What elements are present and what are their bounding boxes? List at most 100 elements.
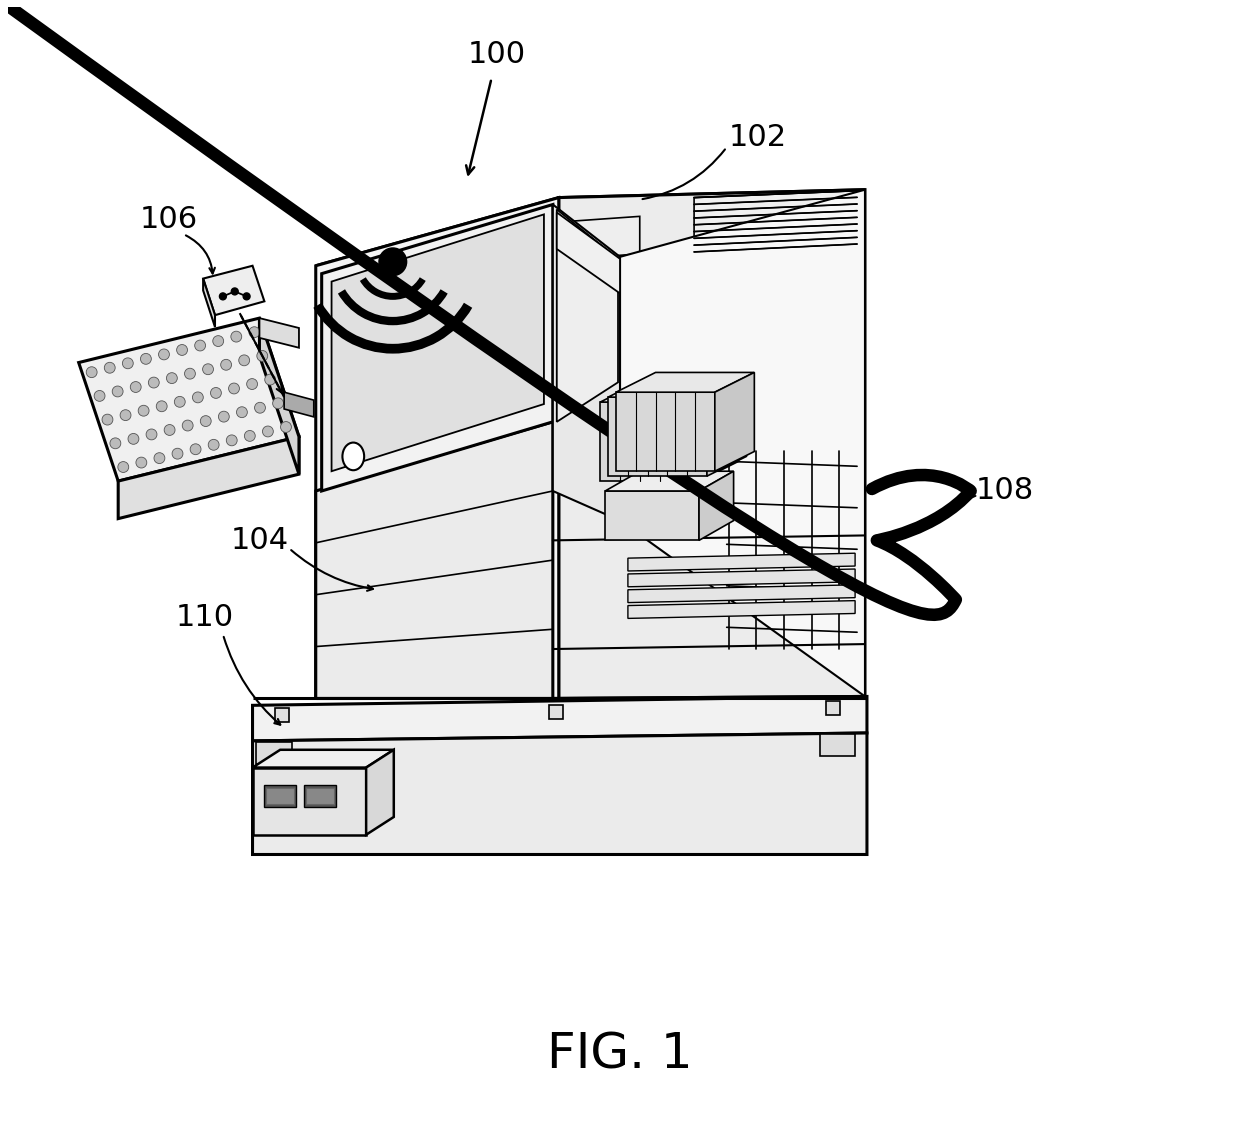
Circle shape bbox=[94, 391, 105, 401]
Circle shape bbox=[228, 383, 239, 394]
Circle shape bbox=[136, 457, 146, 469]
Circle shape bbox=[231, 332, 242, 342]
Circle shape bbox=[130, 382, 141, 392]
Text: 108: 108 bbox=[976, 477, 1034, 505]
Polygon shape bbox=[559, 189, 866, 699]
Text: 106: 106 bbox=[140, 205, 197, 234]
Circle shape bbox=[254, 402, 265, 413]
Circle shape bbox=[156, 401, 167, 412]
Polygon shape bbox=[321, 204, 553, 491]
Circle shape bbox=[175, 397, 185, 407]
Circle shape bbox=[227, 435, 237, 446]
Polygon shape bbox=[264, 785, 296, 807]
Circle shape bbox=[87, 367, 97, 377]
Circle shape bbox=[218, 412, 229, 422]
Circle shape bbox=[213, 335, 223, 347]
Circle shape bbox=[140, 353, 151, 365]
Circle shape bbox=[201, 416, 211, 426]
Text: 110: 110 bbox=[176, 603, 234, 632]
Circle shape bbox=[192, 392, 203, 402]
Circle shape bbox=[221, 359, 232, 371]
Polygon shape bbox=[699, 471, 734, 540]
Polygon shape bbox=[620, 189, 866, 697]
Polygon shape bbox=[118, 437, 299, 519]
Circle shape bbox=[190, 443, 201, 455]
Polygon shape bbox=[707, 377, 746, 477]
Circle shape bbox=[195, 340, 206, 351]
Polygon shape bbox=[556, 217, 640, 260]
Circle shape bbox=[182, 421, 193, 431]
Circle shape bbox=[247, 378, 258, 390]
Circle shape bbox=[273, 398, 284, 409]
Polygon shape bbox=[605, 471, 734, 491]
Polygon shape bbox=[306, 788, 334, 804]
Polygon shape bbox=[627, 569, 856, 587]
Circle shape bbox=[159, 349, 170, 360]
Polygon shape bbox=[257, 742, 293, 764]
Circle shape bbox=[208, 439, 219, 450]
Circle shape bbox=[185, 368, 196, 380]
Polygon shape bbox=[627, 601, 856, 618]
Polygon shape bbox=[316, 422, 553, 699]
Circle shape bbox=[128, 433, 139, 445]
Circle shape bbox=[219, 293, 227, 300]
Polygon shape bbox=[78, 318, 299, 481]
Polygon shape bbox=[549, 706, 563, 719]
Polygon shape bbox=[627, 553, 856, 571]
Circle shape bbox=[104, 363, 115, 373]
Circle shape bbox=[138, 406, 149, 416]
Polygon shape bbox=[557, 210, 618, 422]
Polygon shape bbox=[316, 189, 866, 266]
Polygon shape bbox=[203, 278, 215, 327]
Polygon shape bbox=[694, 190, 857, 252]
Circle shape bbox=[149, 377, 159, 388]
Polygon shape bbox=[826, 701, 841, 715]
Polygon shape bbox=[608, 377, 746, 397]
Polygon shape bbox=[605, 491, 699, 540]
Ellipse shape bbox=[342, 442, 365, 470]
Polygon shape bbox=[331, 214, 544, 471]
Polygon shape bbox=[608, 397, 707, 477]
Circle shape bbox=[379, 249, 407, 276]
Polygon shape bbox=[616, 373, 754, 392]
Polygon shape bbox=[253, 750, 394, 767]
Circle shape bbox=[239, 355, 249, 366]
Polygon shape bbox=[820, 734, 856, 756]
Circle shape bbox=[243, 293, 250, 300]
Circle shape bbox=[164, 424, 175, 435]
Circle shape bbox=[172, 448, 184, 459]
Polygon shape bbox=[253, 697, 867, 741]
Circle shape bbox=[211, 388, 222, 398]
Circle shape bbox=[244, 431, 255, 441]
Polygon shape bbox=[366, 750, 394, 834]
Circle shape bbox=[176, 344, 187, 356]
Polygon shape bbox=[600, 382, 739, 402]
Text: FIG. 1: FIG. 1 bbox=[547, 1031, 693, 1078]
Polygon shape bbox=[600, 402, 699, 481]
Polygon shape bbox=[259, 318, 299, 474]
Polygon shape bbox=[304, 785, 336, 807]
Polygon shape bbox=[253, 767, 366, 834]
Polygon shape bbox=[275, 708, 289, 722]
Polygon shape bbox=[627, 585, 856, 603]
Circle shape bbox=[110, 438, 120, 449]
Circle shape bbox=[166, 373, 177, 383]
Circle shape bbox=[154, 453, 165, 464]
Circle shape bbox=[120, 409, 131, 421]
Circle shape bbox=[202, 364, 213, 375]
Polygon shape bbox=[553, 204, 620, 521]
Polygon shape bbox=[203, 266, 264, 315]
Circle shape bbox=[257, 350, 268, 361]
Text: 104: 104 bbox=[231, 526, 289, 555]
Circle shape bbox=[237, 407, 247, 417]
Circle shape bbox=[280, 422, 291, 432]
Circle shape bbox=[263, 426, 273, 437]
Circle shape bbox=[118, 462, 129, 472]
Circle shape bbox=[112, 386, 123, 397]
Circle shape bbox=[123, 358, 133, 368]
Polygon shape bbox=[284, 392, 314, 417]
Circle shape bbox=[232, 288, 238, 295]
Polygon shape bbox=[714, 373, 754, 471]
Polygon shape bbox=[616, 392, 714, 471]
Polygon shape bbox=[267, 788, 294, 804]
